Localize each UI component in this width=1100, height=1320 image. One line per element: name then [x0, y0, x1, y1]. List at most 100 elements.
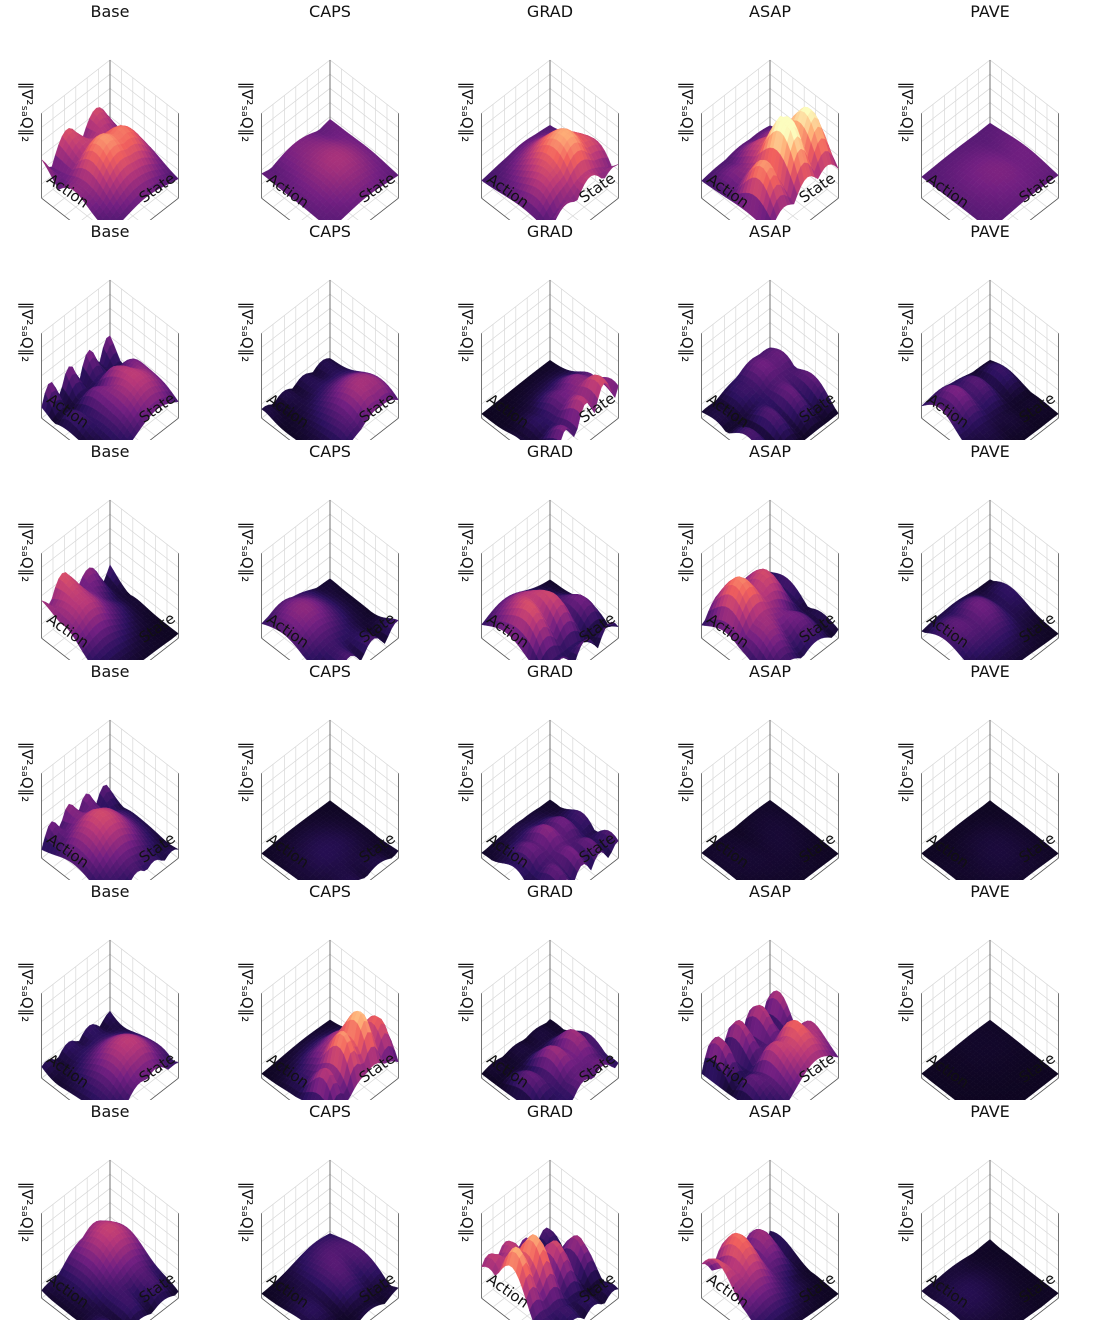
panel-caps-row2: CAPS Action State ‖∇²ₛₐQ‖₂: [220, 220, 440, 440]
surface-facet: [541, 216, 546, 220]
surface-facet: [552, 438, 558, 440]
surface: [481, 579, 619, 660]
surface-facet: [101, 218, 105, 220]
surface-facet: [963, 437, 969, 440]
surface-facet: [109, 214, 118, 220]
surface-facet: [1000, 438, 1006, 440]
surface: [701, 106, 839, 220]
panel-base-row2: Base Action State ‖∇²ₛₐQ‖₂: [0, 220, 220, 440]
surface-facet: [92, 433, 101, 440]
surface-facet: [329, 213, 338, 220]
surface-facet: [769, 217, 772, 220]
surface-3d-plot: Action State‖∇²ₛₐQ‖₂: [458, 59, 619, 220]
z-axis-label: ‖∇²ₛₐQ‖₂: [238, 302, 256, 362]
panel-title: GRAD: [526, 222, 574, 241]
z-axis-label: ‖∇²ₛₐQ‖₂: [238, 82, 256, 142]
surface: [41, 107, 179, 220]
surface: [481, 359, 619, 440]
surface-facet: [311, 659, 314, 660]
panel-pave-row1: PAVE Action State ‖∇²ₛₐQ‖₂: [880, 0, 1100, 220]
surface-facet: [116, 214, 124, 220]
surface-facet: [107, 658, 112, 660]
surface-facet: [978, 438, 982, 440]
z-axis-label: ‖∇²ₛₐQ‖₂: [678, 302, 696, 362]
panel-pave-row2: PAVE Action State ‖∇²ₛₐQ‖₂: [880, 220, 1100, 440]
surface-facet: [780, 430, 788, 440]
z-axis-label: ‖∇²ₛₐQ‖₂: [458, 302, 476, 362]
surface-facet: [986, 435, 994, 440]
surface-facet: [115, 218, 119, 220]
surface: [701, 347, 839, 440]
panel-title: Base: [90, 442, 130, 461]
surface-3d-plot: Action State‖∇²ₛₐQ‖₂: [678, 279, 839, 440]
surface-facet: [102, 652, 111, 660]
surface-facet: [1009, 439, 1012, 440]
surface: [261, 578, 399, 660]
surface-facet: [756, 200, 764, 220]
panel-title: ASAP: [749, 222, 791, 241]
surface-facet: [994, 218, 999, 220]
surface-3d-plot: Action State‖∇²ₛₐQ‖₂: [678, 59, 839, 220]
surface-facet: [767, 433, 774, 440]
z-axis-label: ‖∇²ₛₐQ‖₂: [678, 82, 696, 142]
surface-facet: [1003, 436, 1011, 440]
surface: [921, 122, 1059, 220]
surface-facet: [518, 437, 526, 440]
surface-facet: [526, 437, 533, 440]
surface-facet: [981, 218, 985, 220]
surface-facet: [102, 214, 111, 220]
surface-3d-plot: Action State‖∇²ₛₐQ‖₂: [458, 499, 619, 660]
surface: [481, 124, 619, 220]
surface-facet: [753, 436, 759, 440]
surface-facet: [976, 215, 984, 220]
surface-facet: [996, 215, 1004, 220]
panel-base-row1: Base Action State ‖∇²ₛₐQ‖₂: [0, 0, 220, 220]
surface-facet: [749, 432, 757, 440]
surface-facet: [985, 438, 988, 440]
surface-3d-plot: Action State‖∇²ₛₐQ‖₂: [238, 59, 399, 220]
surface-facet: [334, 435, 341, 440]
surface-facet: [109, 655, 117, 660]
z-axis-label: ‖∇²ₛₐQ‖₂: [458, 82, 476, 142]
surface: [41, 335, 179, 440]
surface-facet: [336, 654, 344, 660]
surface-facet: [333, 653, 341, 660]
surface-facet: [116, 657, 123, 660]
z-axis-label: ‖∇²ₛₐQ‖₂: [18, 522, 36, 582]
surface-facet: [989, 215, 998, 220]
surface-facet: [326, 217, 334, 220]
surface: [920, 359, 1059, 440]
surface-facet: [336, 213, 344, 220]
surface-facet: [306, 437, 314, 440]
surface-facet: [99, 656, 106, 660]
surface-3d-plot: Action State‖∇²ₛₐQ‖₂: [18, 499, 179, 660]
surface-facet: [786, 434, 794, 440]
surface-3d-plot: Action State‖∇²ₛₐQ‖₂: [898, 59, 1059, 220]
panel-caps-row1: CAPS Action State ‖∇²ₛₐQ‖₂: [220, 0, 440, 220]
surface-facet: [772, 437, 776, 440]
surface-facet: [542, 438, 547, 440]
surface-facet: [784, 436, 789, 440]
surface-facet: [357, 650, 365, 660]
surface-facet: [1010, 436, 1018, 440]
surface-facet: [137, 655, 145, 660]
panel-title: CAPS: [309, 222, 351, 241]
panel-asap-row2: ASAP Action State ‖∇²ₛₐQ‖₂: [660, 220, 880, 440]
surface-facet: [108, 218, 112, 220]
surface-facet: [126, 656, 134, 660]
surface-facet: [302, 435, 310, 440]
surface-facet: [120, 434, 128, 440]
surface-facet: [542, 210, 551, 220]
surface-facet: [85, 433, 94, 440]
surface-facet: [993, 436, 1000, 440]
surface: [261, 118, 399, 220]
panel-title: PAVE: [970, 222, 1010, 241]
axes-box: [41, 280, 179, 440]
surface-facet: [552, 216, 558, 220]
z-axis-label: ‖∇²ₛₐQ‖₂: [18, 302, 36, 362]
panel-base-row3: Base Action State ‖∇²ₛₐQ‖₂: [0, 440, 220, 660]
surface-facet: [320, 656, 327, 660]
surface-facet: [340, 432, 348, 440]
axes-box: [261, 280, 399, 440]
surface-facet: [126, 433, 135, 440]
